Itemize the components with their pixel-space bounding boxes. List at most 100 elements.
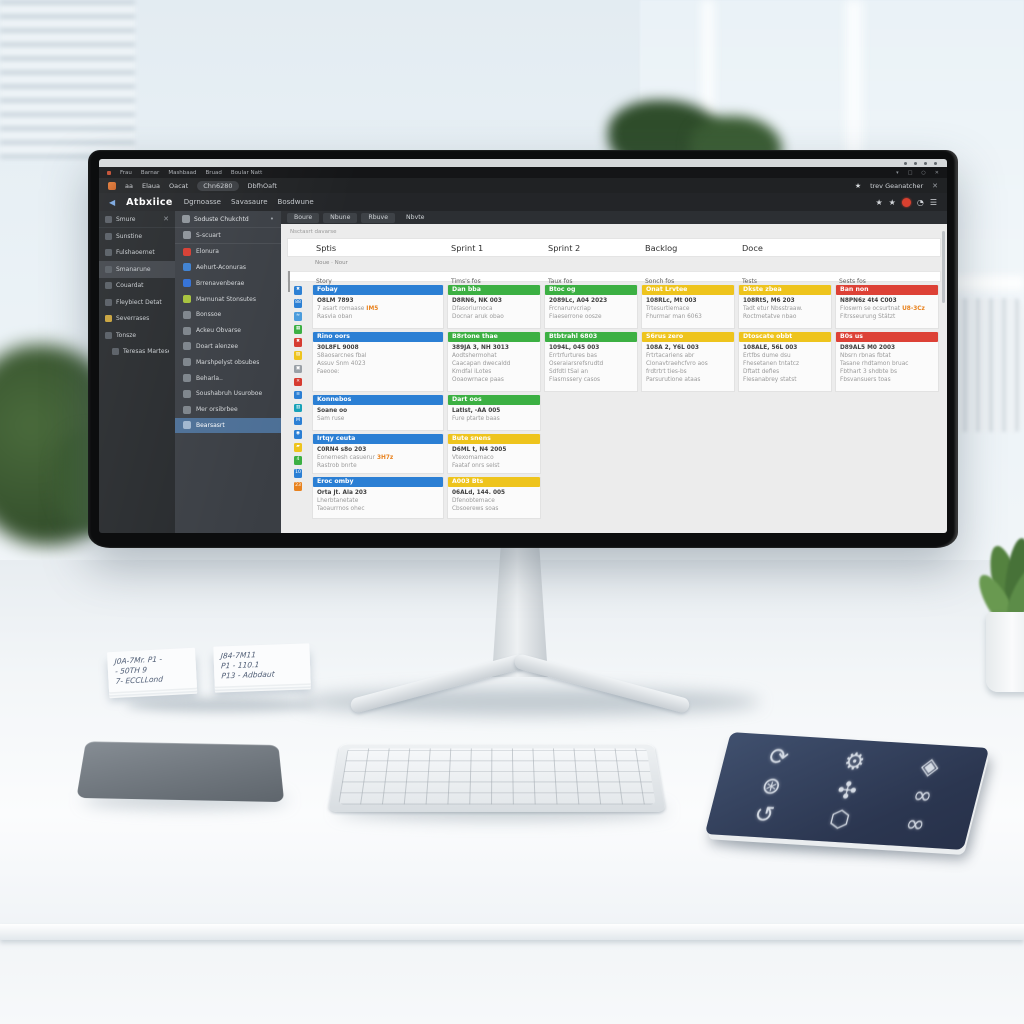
close-icon[interactable]: ✕ [932, 182, 938, 190]
card-header-bar[interactable]: Rino oors [313, 332, 443, 342]
card-header-bar[interactable]: Konnebos [313, 395, 443, 405]
board-column-title[interactable]: Backlog [642, 243, 736, 253]
issue-type-icon[interactable]: ✕ [294, 378, 303, 387]
card-header-bar[interactable]: Dkste zbea [739, 285, 831, 295]
card-header-bar[interactable]: A003 Bts [448, 477, 540, 487]
os-menu-item[interactable]: Boular Natt [231, 170, 262, 176]
sidebar-item[interactable]: Severrases [99, 311, 175, 328]
window-control-icon[interactable] [914, 162, 917, 165]
issue-card[interactable]: Eroc omby Orta jt. Ala 203 Lherbtanetate Ta… [312, 477, 444, 519]
issue-card[interactable]: Konnebos Soane oo Sam ruse [312, 395, 444, 431]
app-nav-item[interactable]: Bosdwune [278, 198, 314, 206]
issue-type-icon[interactable]: ✖ [294, 286, 303, 295]
os-menu-item[interactable]: Bruad [206, 170, 222, 176]
issue-card[interactable]: Ban non N8PN6z 4t4 C003 Floswrn se ocsurtn… [835, 285, 939, 329]
issue-type-icon[interactable]: 88 [294, 299, 303, 308]
table-column-header[interactable]: Story [313, 278, 445, 285]
star-icon[interactable]: ★ [855, 182, 861, 190]
issue-type-icon[interactable]: ▥ [294, 404, 303, 413]
filter-row[interactable]: Noue · Nour [287, 260, 941, 269]
sidebar-item[interactable]: Couardat [99, 278, 175, 295]
sidebar-item[interactable]: Tonsze [99, 327, 175, 344]
project-panel-item[interactable]: Aehurt-Aconuras [175, 260, 281, 276]
vertical-scrollbar[interactable] [942, 231, 945, 303]
board-column-title[interactable]: Sprint 2 [545, 243, 639, 253]
tray-icon[interactable]: ✕ [935, 170, 939, 176]
sidebar-item[interactable]: Smanarune [99, 261, 175, 278]
issue-card[interactable]: Irtqy ceuta C0RN4 s8o 203 Eonernesh casuer… [312, 434, 444, 474]
project-panel-item[interactable]: Beharla.. [175, 370, 281, 386]
issue-card[interactable]: Dart oos Latlst, -AA 005 Fure ptarte baas [447, 395, 541, 431]
card-header-bar[interactable]: Dan bba [448, 285, 540, 295]
issue-card[interactable]: A003 Bts 06ALd, 144. 005 Dfenobtemace Cbsoe… [447, 477, 541, 519]
sidebar-item[interactable]: Teresas Martesel [99, 344, 175, 361]
project-panel-item[interactable]: Bonssoe [175, 307, 281, 323]
clock-icon[interactable]: ◔ [917, 198, 924, 207]
board-column-title[interactable]: Sprint 1 [448, 243, 542, 253]
project-panel-item[interactable]: Soushabruh Usuroboe [175, 386, 281, 402]
app-nav-item[interactable]: Dgrnoasse [184, 198, 221, 206]
os-menu-item[interactable]: Barnar [141, 170, 159, 176]
project-panel-item[interactable]: Ackeu Obvarse [175, 323, 281, 339]
table-column-header[interactable]: Taux fos [545, 278, 639, 285]
issue-card[interactable]: Fobay O8LM 7893 7 asart romaase IM5 Rasvia o… [312, 285, 444, 329]
grid-app-icon[interactable] [108, 182, 116, 190]
issue-card[interactable]: Dkste zbea 108RtS, M6 203 Tadt etur Nbsstr… [738, 285, 832, 329]
window-control-icon[interactable] [934, 162, 937, 165]
card-header-bar[interactable]: Bute snens [448, 434, 540, 444]
issue-card[interactable]: Rino oors 30L8FL 9008 S8aosarcnes fbal Assu… [312, 332, 444, 392]
window-control-icon[interactable] [904, 162, 907, 165]
board-column-title[interactable]: Sptis [313, 243, 445, 253]
table-column-header[interactable]: Sonch fos [642, 278, 736, 285]
issue-type-icon[interactable]: ▨ [294, 351, 303, 360]
toolbar-item[interactable]: DbfhOaft [248, 182, 277, 190]
card-header-bar[interactable]: Btoc og [545, 285, 637, 295]
issue-card[interactable]: Btoc og 2089Lc, A04 2023 Frcnarurvcriap Fla… [544, 285, 638, 329]
issue-type-icon[interactable]: 4 [294, 456, 303, 465]
table-column-header[interactable]: Tests [739, 278, 833, 285]
issue-card[interactable]: Bute snens D6ML t, N4 2005 Vtexomamaco Faat… [447, 434, 541, 474]
issue-type-icon[interactable]: ≡ [294, 391, 303, 400]
issue-card[interactable]: Dtoscate obbt 108ALE, 56L 003 Ertfbs dume … [738, 332, 832, 392]
card-header-bar[interactable]: Dtoscate obbt [739, 332, 831, 342]
card-header-bar[interactable]: B0s us [836, 332, 938, 342]
project-panel-item[interactable]: Brrenavenberae [175, 275, 281, 291]
card-header-bar[interactable]: Ban non [836, 285, 938, 295]
tray-icon[interactable]: ▾ [896, 170, 899, 176]
issue-type-icon[interactable]: ▦ [294, 325, 303, 334]
issue-type-icon[interactable]: 10 [294, 469, 303, 478]
table-column-header[interactable]: Tims's fos [448, 278, 542, 285]
star-icon-2[interactable]: ★ [889, 198, 896, 207]
issue-type-icon[interactable]: ▣ [294, 365, 303, 374]
issue-card[interactable]: Onat Lrvtee 108RLc, Mt 003 Trtesurtiemace F… [641, 285, 735, 329]
card-header-bar[interactable]: Fobay [313, 285, 443, 295]
issue-card[interactable]: S6rus zero 108A 2, Y6L 003 Frtrtacariens a… [641, 332, 735, 392]
window-control-icon[interactable] [924, 162, 927, 165]
tray-icon[interactable]: □ [908, 170, 913, 176]
issue-type-icon[interactable]: ≈ [294, 312, 303, 321]
issue-type-icon[interactable]: ◉ [294, 430, 303, 439]
menu-icon[interactable]: ☰ [930, 198, 937, 207]
sidebar-item[interactable]: Fulshaoernet [99, 245, 175, 262]
card-header-bar[interactable]: B8rtone thae [448, 332, 540, 342]
card-header-bar[interactable]: Btbtrahl 6803 [545, 332, 637, 342]
back-icon[interactable]: ◀ [109, 198, 115, 207]
project-panel-item[interactable]: Mer orsibrbee [175, 402, 281, 418]
view-tab[interactable]: Nbune [323, 213, 357, 223]
toolbar-item[interactable]: Chn6280 [197, 181, 238, 191]
star-icon[interactable]: ★ [876, 198, 883, 207]
project-panel-item[interactable]: Marshpelyst obsubes [175, 354, 281, 370]
issue-type-icon[interactable]: ✖ [294, 338, 303, 347]
app-logo[interactable]: Atbxiice [126, 197, 173, 208]
project-panel-item[interactable]: S-scuart [175, 228, 281, 244]
os-menu-item[interactable]: Frau [120, 170, 132, 176]
card-header-bar[interactable]: Eroc omby [313, 477, 443, 487]
view-tab[interactable]: Nbvte [399, 213, 431, 223]
issue-card[interactable]: Dan bba D8RN6, NK 003 Dfasoriurnoca Docnar … [447, 285, 541, 329]
notification-badge[interactable] [902, 198, 911, 207]
tray-icon[interactable]: ○ [921, 170, 925, 176]
issue-card[interactable]: Btbtrahl 6803 1094L, 045 003 Errtrfurtures… [544, 332, 638, 392]
pin-icon[interactable]: • [270, 215, 274, 223]
app-nav-item[interactable]: Savasaure [231, 198, 268, 206]
card-header-bar[interactable]: Dart oos [448, 395, 540, 405]
